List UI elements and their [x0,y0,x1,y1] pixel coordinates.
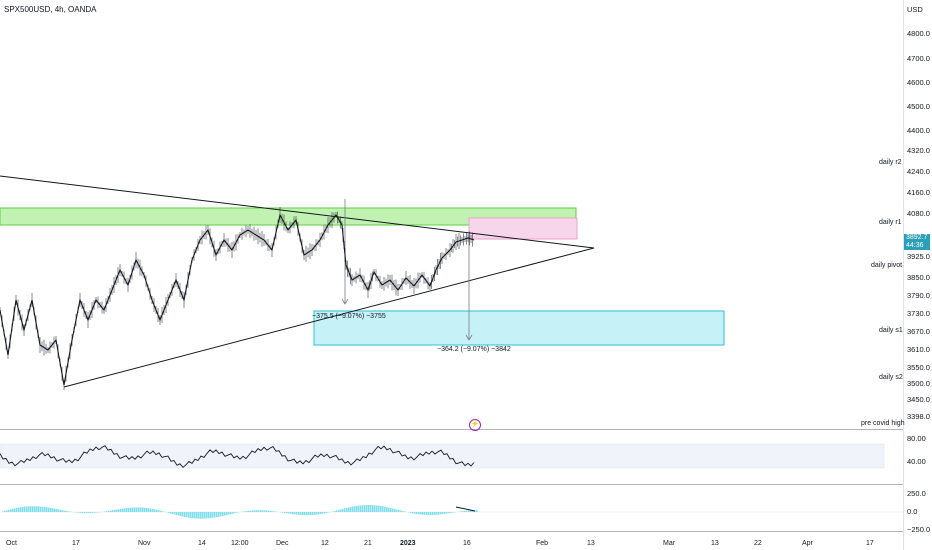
time-axis-label: Apr [802,540,813,547]
time-axis-label: 17 [72,540,80,547]
price-axis-label: 3398.0 [907,412,930,421]
rsi-line [0,445,475,469]
price-axis-label: 3850.0 [907,273,930,282]
price-axis-label: 3790.0 [907,291,930,300]
time-axis-label: 12:00 [231,540,249,547]
price-axis-label: 4320.0 [907,146,930,155]
currency-label: USD [907,5,923,14]
time-axis-label: 2023 [400,540,416,547]
macd-axis-label: −250.0 [907,525,931,534]
bar-countdown: 44:36 [906,242,924,249]
rsi-axis-label: 80.00 [907,434,926,443]
symbol-title[interactable]: SPX500USD, 4h, OANDA [4,5,97,14]
macd-axis-label: 250.0 [907,489,926,498]
price-axis-label: 4700.0 [907,54,930,63]
price-axis-label: 3925.0 [907,252,930,261]
price-axis-label: 3550.0 [907,363,930,372]
measurement-label-2[interactable]: −364.2 (−9.07%) −3842 [437,346,511,353]
price-axis-label: 3500.0 [907,379,930,388]
price-axis-label: 4800.0 [907,29,930,38]
price-axis-label: 4500.0 [907,102,930,111]
price-axis-label: 3730.0 [907,309,930,318]
price-series [0,213,475,386]
price-axis-label: 3450.0 [907,395,930,404]
pivot-label-pre-covid: pre covid high [861,420,905,427]
time-axis-label: 14 [198,540,206,547]
time-axis-label: 16 [463,540,471,547]
time-axis-label: Mar [663,540,676,547]
time-axis-label: Feb [536,540,549,547]
support-zone[interactable] [313,310,725,346]
price-axis-label: 4080.0 [907,209,930,218]
upper-trendline[interactable] [0,175,595,249]
pivot-label-r2: daily r2 [879,159,902,166]
current-price: 3892.7 [906,234,928,241]
measurement-label-1[interactable]: −375.5 (−9.07%) −3755 [312,313,386,320]
pivot-label-pivot: daily pivot [871,262,903,269]
resistance-zone[interactable] [0,207,577,226]
current-price-tag[interactable]: 3892.7 44:36 [904,234,930,250]
time-axis-label: 21 [364,540,372,547]
time-axis-label: Nov [138,540,151,547]
price-axis-label: 4240.0 [907,167,930,176]
time-axis-label: 12 [321,540,329,547]
time-axis-label: 17 [866,540,874,547]
macd-axis-label: 0.0 [907,507,918,516]
pivot-label-s2: daily s2 [879,374,903,381]
target-zone[interactable] [468,217,578,240]
pivot-label-r1: daily r1 [879,219,902,226]
macd-histogram [2,505,478,519]
time-axis-label: 22 [754,540,762,547]
time-axis-label: Oct [6,540,17,547]
lightning-icon[interactable]: ⚡ [469,419,481,431]
time-axis-label: 13 [711,540,719,547]
rsi-axis-label: 40.00 [907,457,926,466]
time-axis-label: Dec [276,540,289,547]
price-axis-label: 3670.0 [907,327,930,336]
price-axis-label: 4400.0 [907,126,930,135]
lower-trendline[interactable] [63,247,595,388]
pivot-label-s1: daily s1 [879,327,903,334]
price-axis-label: 4160.0 [907,188,930,197]
time-axis-label: 13 [587,540,595,547]
price-axis-label: 4600.0 [907,78,930,87]
price-axis-label: 3610.0 [907,345,930,354]
